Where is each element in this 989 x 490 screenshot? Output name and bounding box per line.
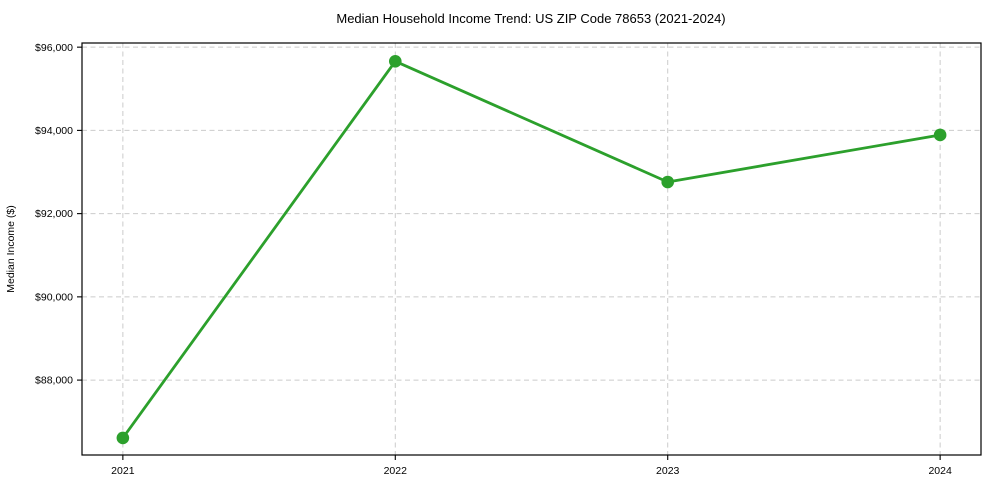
data-point-marker [116,431,130,445]
axis-ticks [77,46,941,460]
y-tick-label: $90,000 [35,291,73,303]
y-tick-label: $96,000 [35,42,73,54]
data-point-marker [388,55,402,68]
data-series [116,55,947,445]
axis-tick-labels: $88,000 $90,000 $92,000 $94,000 $96,000 2021 2… [35,42,952,477]
gridlines [82,43,981,455]
chart-title: Median Household Income Trend: US ZIP Co… [336,11,725,26]
y-tick-label: $88,000 [35,375,73,387]
data-point-marker [933,128,947,142]
y-tick-label: $92,000 [35,208,73,220]
data-point-marker [661,175,675,189]
y-axis-label: Median Income ($) [5,205,17,293]
trend-line [121,59,942,440]
x-tick-label: 2021 [111,465,135,477]
x-tick-label: 2024 [928,465,952,477]
x-tick-label: 2023 [656,465,680,477]
plot-border [81,42,982,456]
x-tick-label: 2022 [384,465,408,477]
y-tick-label: $94,000 [35,125,73,137]
